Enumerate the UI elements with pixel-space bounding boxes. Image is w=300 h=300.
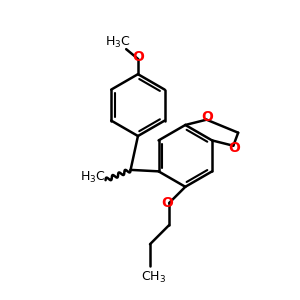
Text: O: O	[162, 196, 174, 210]
Text: O: O	[133, 50, 145, 64]
Text: O: O	[228, 141, 240, 155]
Text: O: O	[202, 110, 213, 124]
Text: H$_3$C: H$_3$C	[105, 35, 131, 50]
Text: CH$_3$: CH$_3$	[141, 270, 166, 285]
Text: H$_3$C: H$_3$C	[80, 170, 106, 185]
